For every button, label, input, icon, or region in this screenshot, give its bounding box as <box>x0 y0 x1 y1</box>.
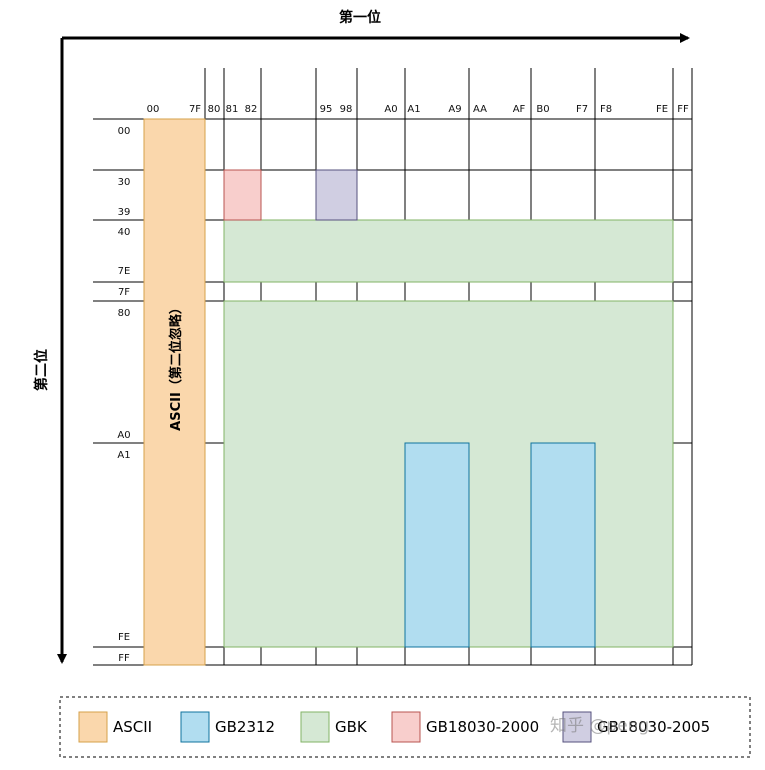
legend-swatch-gb2312 <box>180 711 210 743</box>
first-byte-axis-title: 第一位 <box>339 9 381 26</box>
second-byte-tick-00: 00 <box>118 126 131 137</box>
second-byte-tick-fe: FE <box>118 632 130 643</box>
legend-frame <box>59 696 751 758</box>
second-byte-tick-40: 40 <box>118 227 131 238</box>
gbk-region-upper <box>223 219 674 283</box>
first-byte-tick-fe: FE <box>656 104 668 115</box>
first-byte-tick-af: AF <box>513 104 526 115</box>
legend-swatch-ascii <box>78 711 108 743</box>
gb18030-2000-region <box>223 169 262 221</box>
first-byte-tick-ff: FF <box>677 104 689 115</box>
gb2312-region-left <box>404 442 470 648</box>
first-byte-tick-f7: F7 <box>576 104 588 115</box>
second-byte-tick-7e: 7E <box>118 266 131 277</box>
legend-label-gb2312: GB2312 <box>215 718 275 736</box>
first-byte-tick-7f: 7F <box>189 104 201 115</box>
second-byte-tick-a0: A0 <box>117 430 130 441</box>
first-byte-tick-98: 98 <box>340 104 353 115</box>
first-byte-tick-aa: AA <box>473 104 487 115</box>
legend-label-gb18030-2005: GB18030-2005 <box>597 718 710 736</box>
second-byte-axis-title: 第二位 <box>33 349 50 391</box>
ascii-region <box>143 118 206 666</box>
gb2312-region-right <box>530 442 596 648</box>
second-byte-tick-a1: A1 <box>117 450 130 461</box>
legend-label-gbk: GBK <box>335 718 368 736</box>
legend: ASCII GB2312 GBK GB18030-2000 GB18030-2005 <box>78 711 710 743</box>
first-byte-tick-81: 81 <box>226 104 239 115</box>
ascii-region-label: ASCII（第二位忽略） <box>168 301 184 431</box>
second-byte-tick-labels: 00 30 39 40 7E 7F 80 A0 A1 FE FF <box>117 126 130 664</box>
first-byte-tick-00: 00 <box>147 104 160 115</box>
gb18030-2005-region <box>315 169 358 221</box>
legend-label-gb18030-2000: GB18030-2000 <box>426 718 539 736</box>
first-byte-tick-b0: B0 <box>536 104 549 115</box>
first-byte-tick-a9: A9 <box>448 104 461 115</box>
first-byte-tick-a0: A0 <box>384 104 397 115</box>
legend-swatch-gbk <box>300 711 330 743</box>
first-byte-tick-f8: F8 <box>600 104 612 115</box>
first-byte-tick-a1: A1 <box>407 104 420 115</box>
first-byte-tick-95: 95 <box>320 104 333 115</box>
legend-swatch-gb18030-2000 <box>391 711 421 743</box>
second-byte-tick-80: 80 <box>118 308 131 319</box>
second-byte-tick-39: 39 <box>118 207 131 218</box>
second-byte-tick-ff: FF <box>118 653 130 664</box>
legend-swatch-gb18030-2005 <box>562 711 592 743</box>
first-byte-tick-80: 80 <box>208 104 221 115</box>
second-byte-tick-30: 30 <box>118 177 131 188</box>
first-byte-tick-labels: 00 7F 80 81 82 95 98 A0 A1 A9 AA AF B0 F7 F8 FE FF <box>147 104 689 115</box>
legend-label-ascii: ASCII <box>113 718 152 736</box>
watermark: 知乎 @peng <box>550 716 649 736</box>
first-byte-tick-82: 82 <box>245 104 258 115</box>
second-byte-tick-7f: 7F <box>118 287 130 298</box>
